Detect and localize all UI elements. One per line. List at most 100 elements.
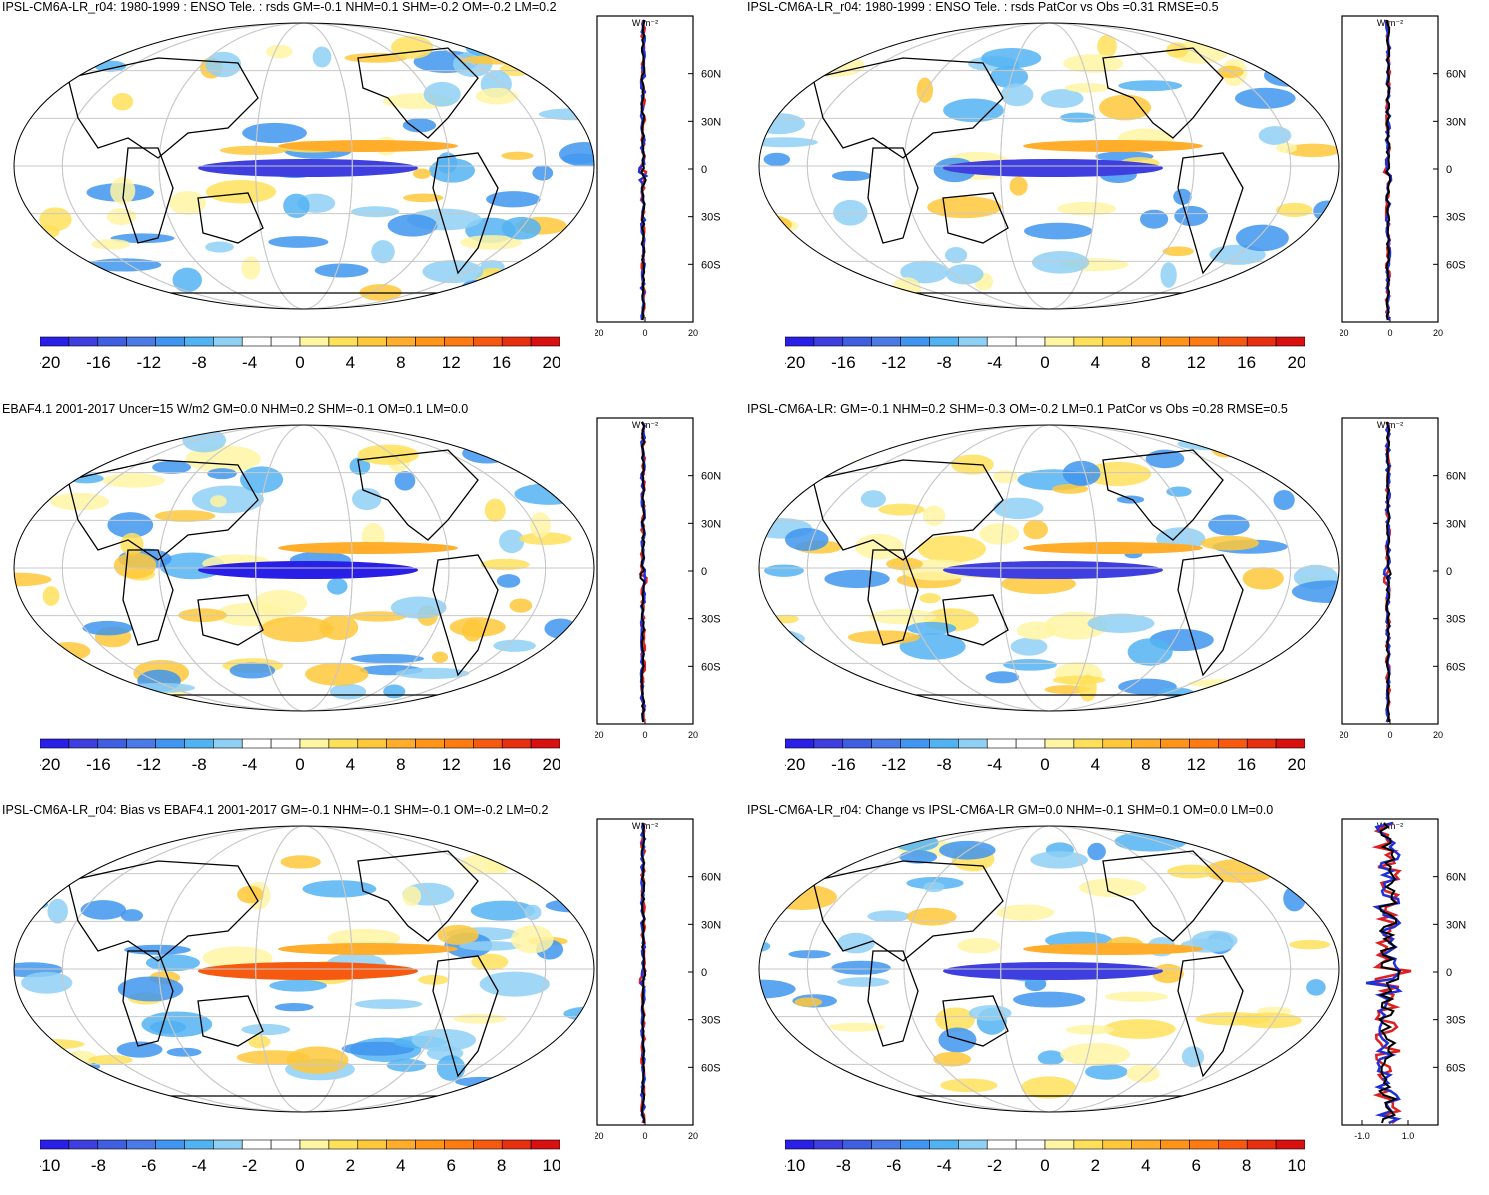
colorbar-swatch xyxy=(1015,738,1046,749)
longitude-gridline xyxy=(1000,425,1098,711)
colorbar-swatch xyxy=(213,1139,243,1150)
colorbar-tick-label: 4 xyxy=(1091,353,1100,372)
colorbar-swatch xyxy=(68,738,99,749)
colorbar-tick-label: -2 xyxy=(987,1156,1002,1175)
colorbar-tick-label: 12 xyxy=(1187,353,1206,372)
colorbar-swatch xyxy=(871,738,901,749)
field-patch xyxy=(462,619,484,642)
colorbar-swatch xyxy=(270,1139,301,1150)
world-map xyxy=(758,22,1340,310)
field-patch xyxy=(395,667,470,679)
colorbar-tick-label: 2 xyxy=(346,1156,355,1175)
map-border xyxy=(13,22,595,310)
field-patch xyxy=(540,1046,594,1056)
world-map xyxy=(758,825,1340,1113)
field-patch xyxy=(759,137,818,148)
itcz-anomaly xyxy=(278,943,458,955)
colorbar-swatch xyxy=(415,1139,445,1150)
colorbar-swatch xyxy=(929,738,959,749)
field-patch xyxy=(110,177,136,205)
equatorial-anomaly xyxy=(943,962,1163,980)
field-patch xyxy=(759,74,780,99)
colorbar-swatch xyxy=(1189,1139,1219,1150)
x-tick-label: 0 xyxy=(1387,730,1392,740)
continent-outline xyxy=(197,995,264,1047)
colorbar-tick-label: -8 xyxy=(192,755,207,774)
field-patch xyxy=(788,950,831,959)
colorbar-tick-label: 0 xyxy=(295,353,304,372)
field-patch xyxy=(349,457,371,475)
longitude-gridline xyxy=(158,826,450,1112)
field-patch xyxy=(14,52,42,68)
colorbar-tick-label: -4 xyxy=(242,353,257,372)
colorbar-swatch xyxy=(68,1139,99,1150)
field-patch xyxy=(927,196,1002,219)
colorbar-swatch xyxy=(473,738,503,749)
longitude-gridline xyxy=(1000,826,1098,1112)
field-patch xyxy=(471,953,509,971)
map-panel-p6: IPSL-CM6A-LR_r04: Change vs IPSL-CM6A-LR… xyxy=(745,803,1489,1195)
field-patch xyxy=(341,1041,415,1056)
field-patch xyxy=(981,47,1042,69)
field-patch xyxy=(314,263,369,278)
colorbar-swatch xyxy=(155,1139,185,1150)
field-patch xyxy=(283,193,310,218)
field-patch xyxy=(402,118,437,133)
longitude-gridline xyxy=(158,23,450,309)
colorbar-tick-label: -20 xyxy=(40,353,60,372)
field-patch xyxy=(106,208,137,225)
colorbar-swatch xyxy=(1160,336,1190,347)
field-patch xyxy=(387,214,438,237)
lat-tick-label: 60N xyxy=(701,69,721,81)
colorbar: -20 -16 -12 -8 -4 0 4 8 12 16 20 xyxy=(785,336,1305,372)
continent-outline xyxy=(357,449,479,541)
colorbar-swatch xyxy=(986,738,1017,749)
field-patch xyxy=(113,552,157,579)
longitude-gridline xyxy=(806,425,1292,711)
field-patch xyxy=(764,564,804,577)
colorbar-swatch xyxy=(1044,336,1075,347)
colorbar-tick-label: -6 xyxy=(886,1156,901,1175)
field-patch xyxy=(806,443,863,467)
field-patch xyxy=(759,277,771,294)
field-patch xyxy=(172,267,202,293)
field-patch xyxy=(794,997,823,1007)
colorbar-swatch xyxy=(1275,1139,1305,1150)
field-patch xyxy=(869,609,937,625)
field-patch xyxy=(1103,1019,1176,1039)
continent-outline xyxy=(1102,850,1224,942)
field-patch xyxy=(117,976,184,1002)
field-patch xyxy=(268,236,329,248)
field-patch xyxy=(1237,1012,1302,1029)
field-patch xyxy=(893,833,939,852)
itcz-anomaly xyxy=(278,140,458,152)
colorbar-swatch xyxy=(813,1139,844,1150)
field-patch xyxy=(867,910,910,923)
continent-outline xyxy=(942,192,1009,244)
field-patch xyxy=(917,535,987,563)
field-patch xyxy=(80,900,127,920)
x-tick-label: -20 xyxy=(595,730,604,740)
colorbar-tick-label: 2 xyxy=(1091,1156,1100,1175)
field-patch xyxy=(1087,842,1106,861)
colorbar-tick-label: -8 xyxy=(91,1156,106,1175)
colorbar-swatch xyxy=(184,336,214,347)
lat-tick-label: 30S xyxy=(701,614,721,626)
field-patch xyxy=(459,941,522,951)
lat-tick-label: 60N xyxy=(1446,872,1466,884)
field-patch xyxy=(14,836,43,853)
field-patch xyxy=(17,276,92,292)
field-patch xyxy=(1021,1076,1077,1099)
continent-outline xyxy=(357,850,479,942)
continent-outline xyxy=(432,152,499,275)
x-tick-label: 20 xyxy=(688,1131,698,1141)
field-patch xyxy=(1105,991,1168,1002)
field-patch xyxy=(280,855,321,869)
x-tick-label: 0 xyxy=(1387,328,1392,338)
field-patch xyxy=(111,92,134,111)
continent-outline xyxy=(1102,449,1224,541)
field-patch xyxy=(86,258,162,272)
continent-outline xyxy=(812,860,1004,962)
